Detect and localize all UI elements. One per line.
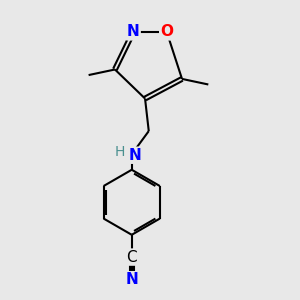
Text: H: H [115, 145, 125, 159]
Text: C: C [126, 250, 137, 265]
Text: N: N [128, 148, 141, 163]
Text: N: N [127, 24, 140, 39]
Text: N: N [125, 272, 138, 287]
Text: O: O [160, 24, 173, 39]
